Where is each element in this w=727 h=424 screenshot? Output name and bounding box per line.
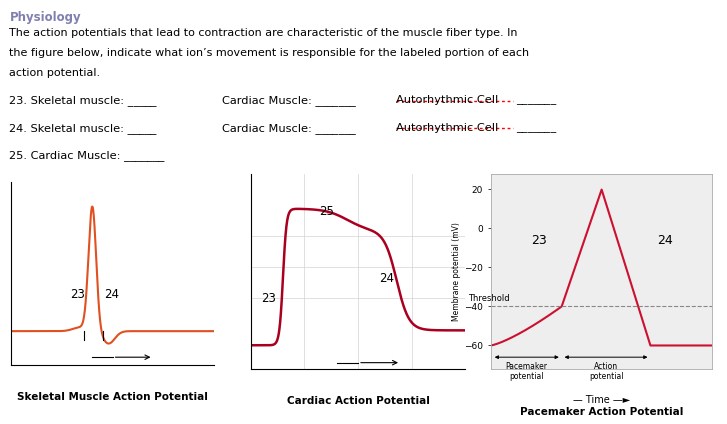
Text: _______: _______	[516, 95, 556, 106]
Text: Physiology: Physiology	[9, 11, 81, 24]
Text: _______: _______	[516, 123, 556, 133]
Text: 25. Cardiac Muscle: _______: 25. Cardiac Muscle: _______	[9, 151, 165, 162]
Text: 23: 23	[262, 292, 276, 305]
Text: Autorhythmic Cell: Autorhythmic Cell	[396, 95, 499, 106]
Text: Pacemaker
potential: Pacemaker potential	[505, 362, 547, 382]
Text: Cardiac Muscle: _______: Cardiac Muscle: _______	[222, 123, 356, 134]
Text: 24: 24	[657, 234, 672, 247]
Text: The action potentials that lead to contraction are characteristic of the muscle : The action potentials that lead to contr…	[9, 28, 518, 38]
Text: 24: 24	[105, 287, 119, 301]
Text: Action
potential: Action potential	[589, 362, 623, 382]
Text: 23: 23	[531, 234, 547, 247]
Text: 24: 24	[379, 272, 395, 285]
Text: 25: 25	[319, 205, 334, 218]
Text: the figure below, indicate what ion’s movement is responsible for the labeled po: the figure below, indicate what ion’s mo…	[9, 48, 529, 58]
Text: Autorhythmic Cell: Autorhythmic Cell	[396, 123, 499, 133]
Y-axis label: Membrane potential (mV): Membrane potential (mV)	[452, 222, 462, 321]
Text: Threshold: Threshold	[468, 293, 510, 303]
Text: Skeletal Muscle Action Potential: Skeletal Muscle Action Potential	[17, 392, 208, 402]
Text: 23: 23	[70, 287, 85, 301]
Text: — Time —►: — Time —►	[574, 395, 630, 405]
Text: action potential.: action potential.	[9, 68, 100, 78]
Text: 23. Skeletal muscle: _____: 23. Skeletal muscle: _____	[9, 95, 157, 106]
Text: Pacemaker Action Potential: Pacemaker Action Potential	[521, 407, 683, 417]
Text: 24. Skeletal muscle: _____: 24. Skeletal muscle: _____	[9, 123, 157, 134]
Text: Cardiac Action Potential: Cardiac Action Potential	[287, 396, 430, 407]
Text: Cardiac Muscle: _______: Cardiac Muscle: _______	[222, 95, 356, 106]
